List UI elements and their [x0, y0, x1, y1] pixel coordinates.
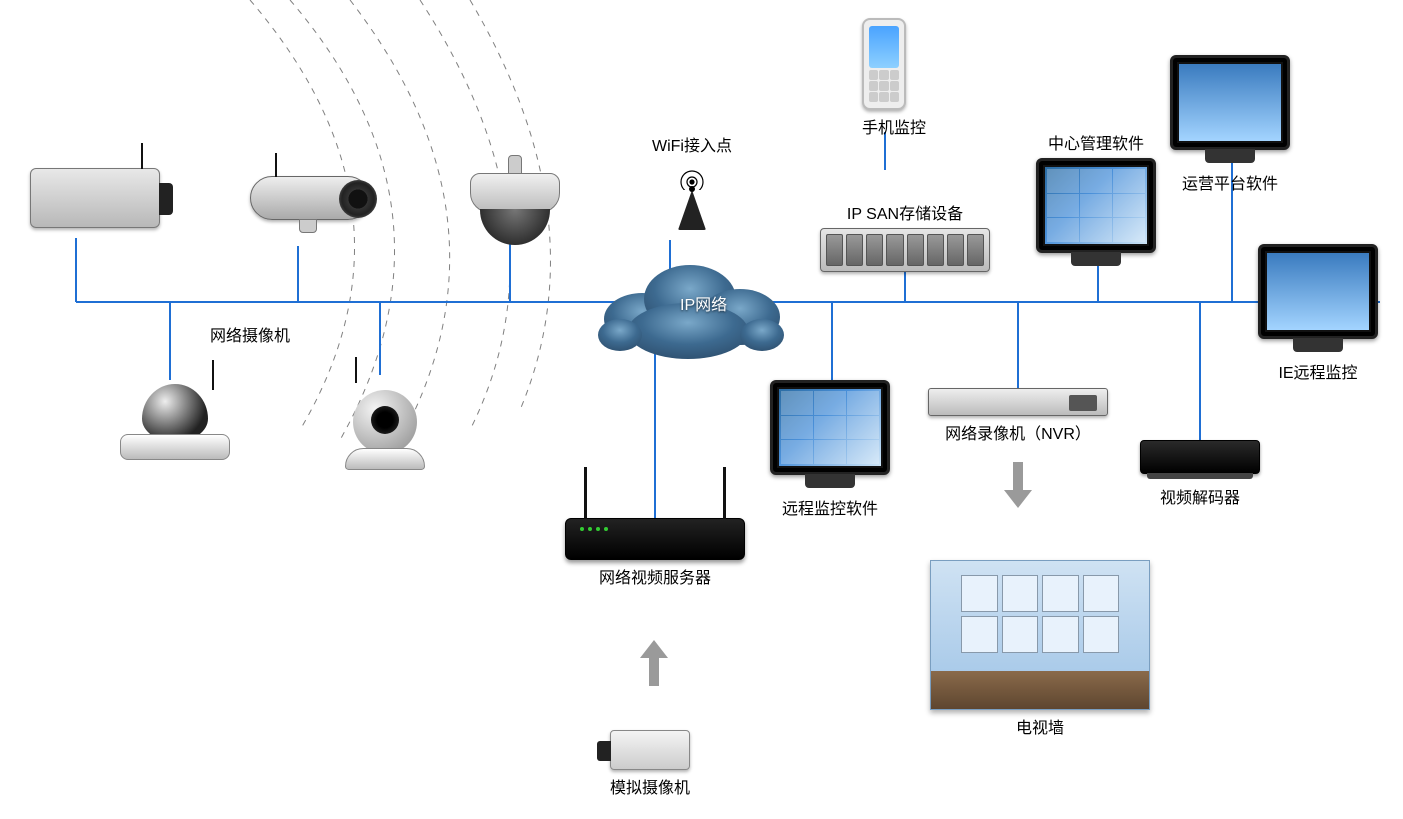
cms-label: 中心管理软件 — [1036, 130, 1156, 154]
ip-network-label: IP网络 — [680, 291, 727, 315]
network-camera-group-label: 网络摄像机 — [210, 318, 290, 346]
ie-remote-monitor: IE远程监控 — [1258, 244, 1378, 383]
analog-camera: 模拟摄像机 — [610, 730, 690, 798]
arrow-down-icon — [1004, 462, 1032, 508]
network-video-server: 网络视频服务器 — [565, 518, 745, 588]
remote-monitoring-software: 远程监控软件 — [770, 380, 890, 519]
video-server-label: 网络视频服务器 — [565, 564, 745, 588]
ie-label: IE远程监控 — [1258, 359, 1378, 383]
ptz-dome-camera-icon — [470, 155, 560, 245]
dome-camera-icon — [120, 380, 230, 460]
ops-platform-monitor: 运营平台软件 — [1170, 55, 1290, 194]
tv-wall-label: 电视墙 — [930, 714, 1150, 738]
wifi-ap-label: WiFi接入点 — [652, 132, 732, 156]
video-decoder: 视频解码器 — [1140, 440, 1260, 508]
nvr-label: 网络录像机（NVR） — [928, 420, 1108, 444]
mobile-phone-icon: 手机监控 — [862, 18, 926, 138]
ip-network-cloud: IP网络 — [590, 245, 790, 360]
tv-wall: 电视墙 — [930, 560, 1150, 738]
wifi-access-point: WiFi接入点 — [652, 132, 732, 236]
ip-san-storage: IP SAN存储设备 — [820, 200, 990, 272]
bullet-camera-icon — [250, 176, 370, 220]
decoder-label: 视频解码器 — [1140, 484, 1260, 508]
box-camera-icon — [30, 168, 160, 228]
nvr-device: 网络录像机（NVR） — [928, 388, 1108, 444]
ops-label: 运营平台软件 — [1170, 170, 1290, 194]
phone-label: 手机监控 — [862, 114, 926, 138]
ip-san-label: IP SAN存储设备 — [820, 200, 990, 224]
arrow-up-icon — [640, 640, 668, 686]
indoor-ptz-camera-icon — [335, 375, 435, 470]
cms-monitor: 中心管理软件 — [1036, 130, 1156, 253]
remote-label: 远程监控软件 — [770, 495, 890, 519]
analog-label: 模拟摄像机 — [610, 774, 690, 798]
